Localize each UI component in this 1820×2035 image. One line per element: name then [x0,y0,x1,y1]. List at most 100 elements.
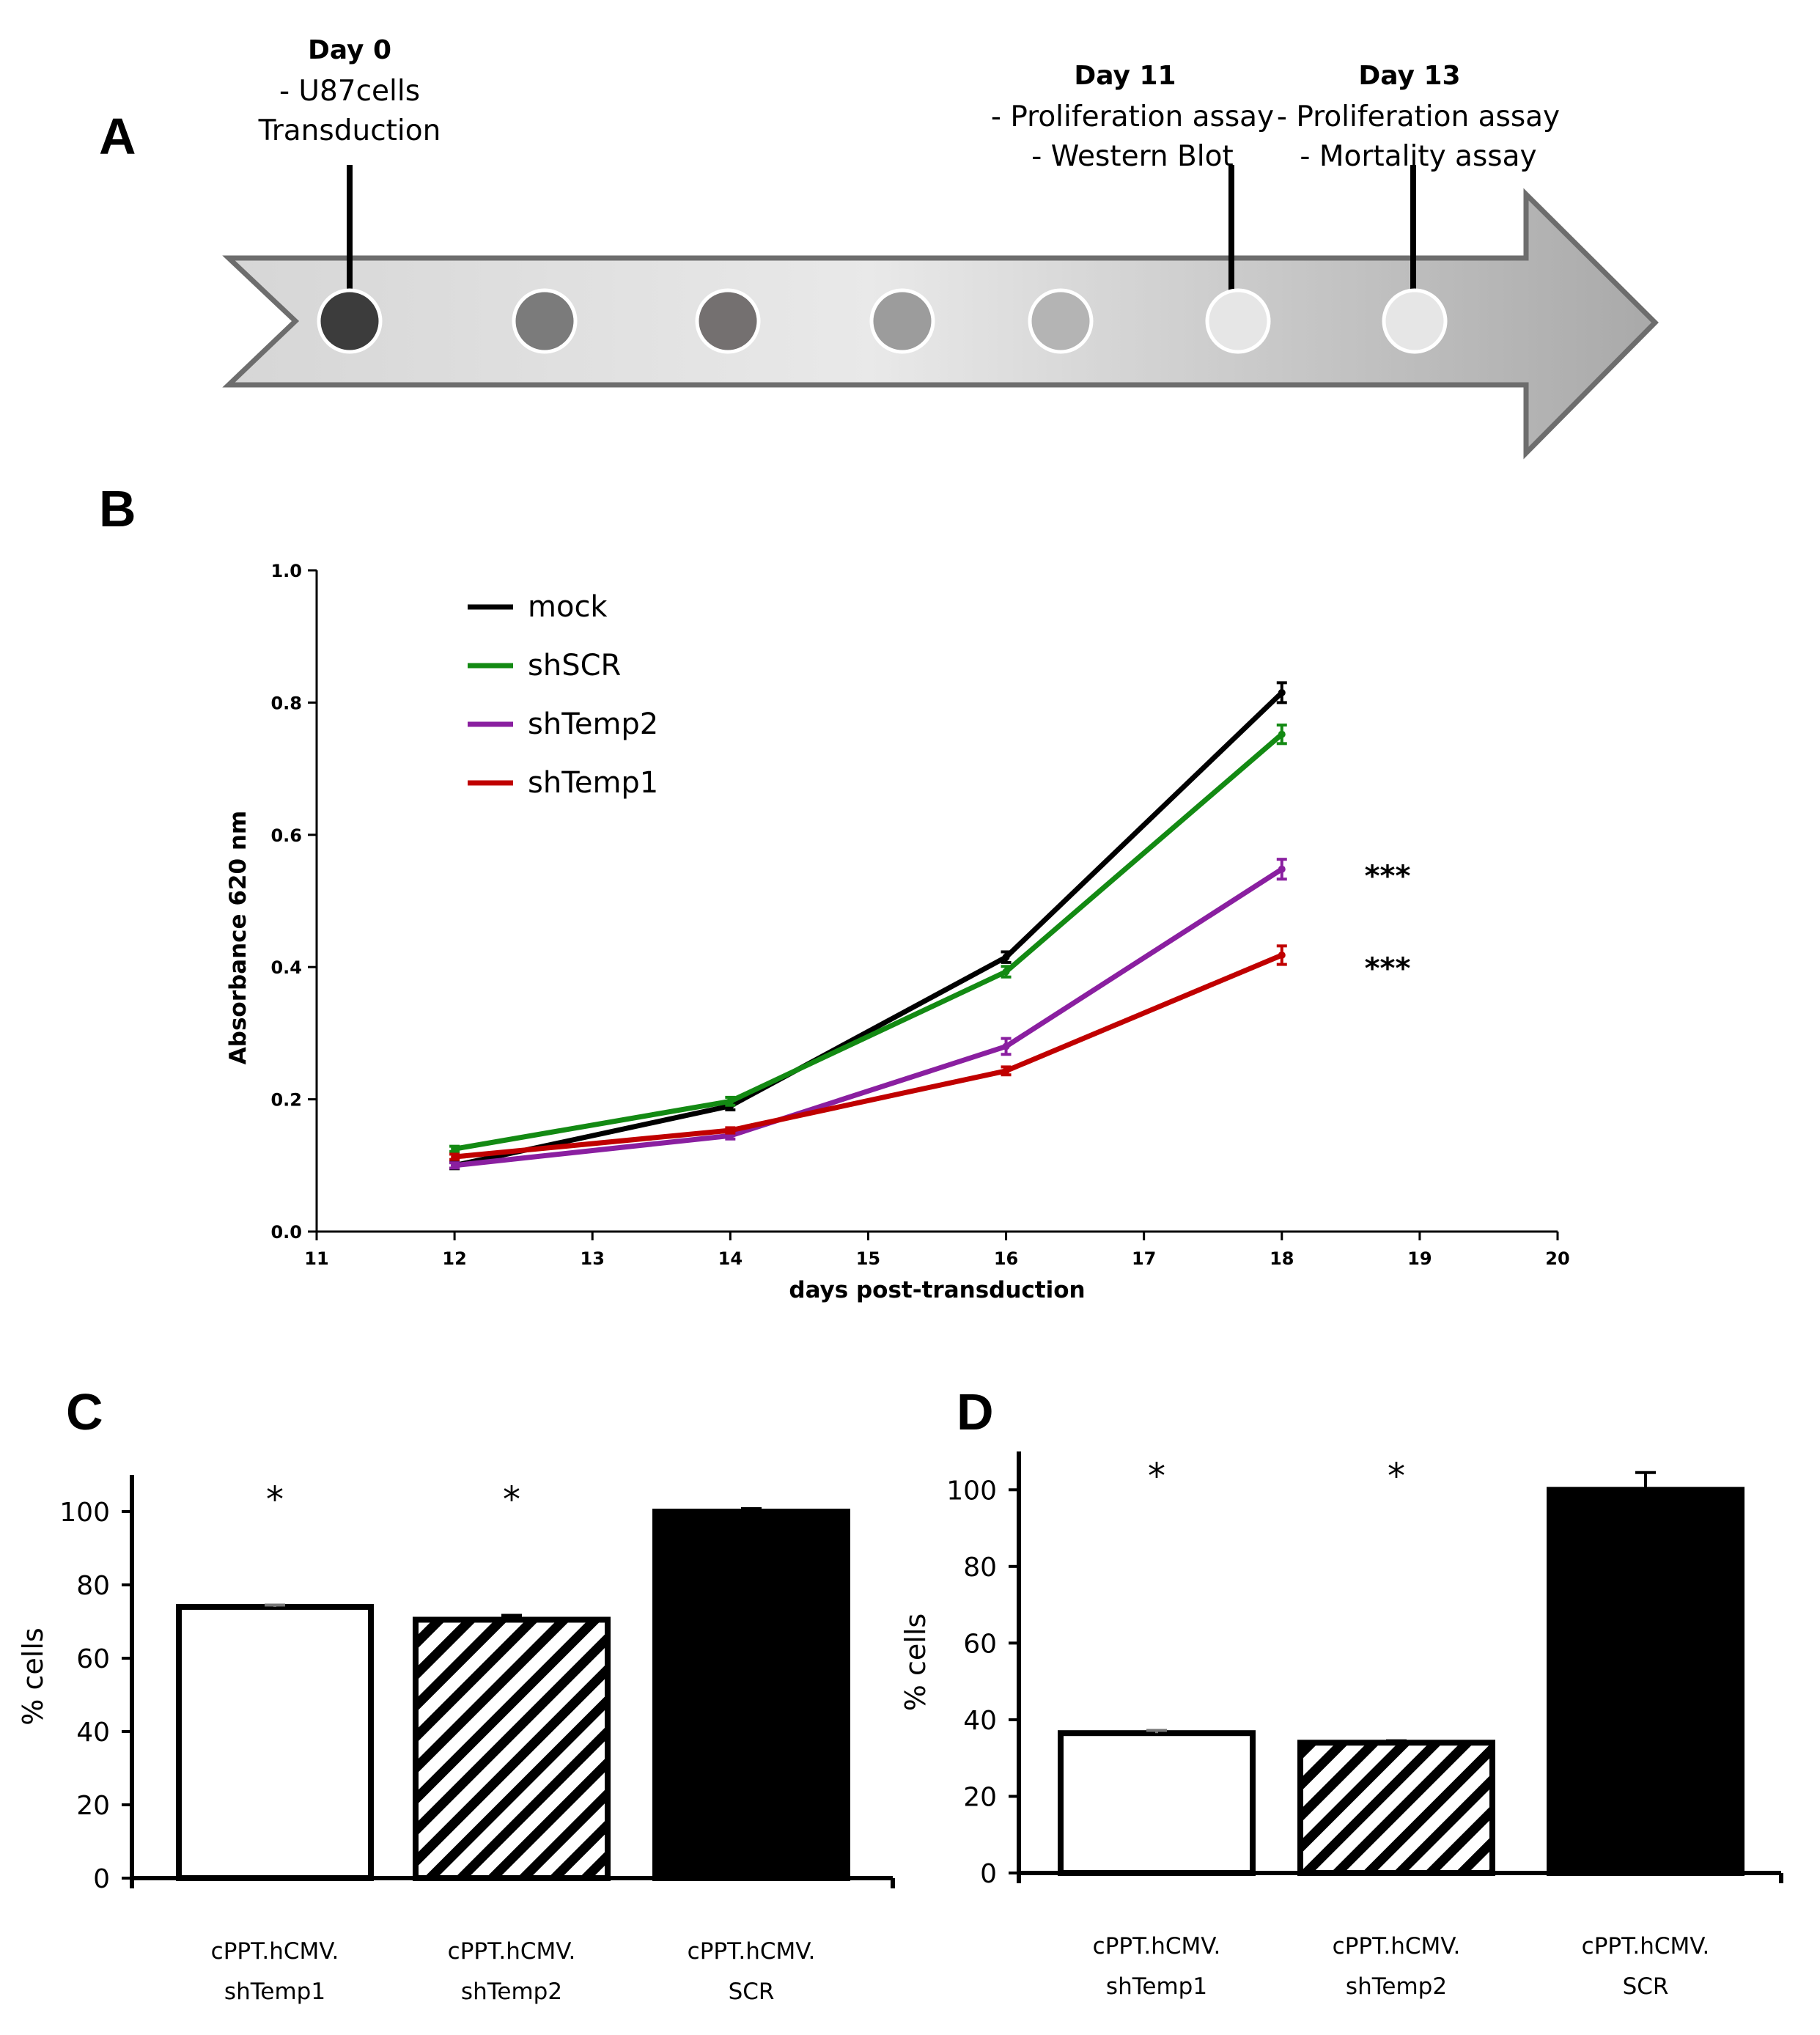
y-tick-label: 0.6 [270,825,302,846]
data-point-shSCR [1278,730,1286,738]
timeline-dot-5 [1028,288,1094,354]
legend-label-shTemp2: shTemp2 [528,707,658,741]
significance-marker-shTemp2: * [503,1479,520,1520]
y-tick-label: 20 [76,1791,110,1821]
panel-label-b: B [99,480,136,537]
bar-shTemp2 [1297,1740,1495,1876]
category-label-line1: cPPT.hCMV. [1093,1933,1221,1959]
data-point-shTemp2 [451,1161,459,1169]
x-tick-label: 11 [304,1248,328,1269]
event-day13-title: Day 13 [1358,61,1460,91]
bar-chart-c: 0 20 40 60 80 100 % cells * cPPT.hCMV. shTemp1 * cP… [17,1475,895,2005]
category-label-line1: cPPT.hCMV. [448,1938,576,1965]
data-point-shSCR [451,1145,459,1153]
event-day11-line2: - Western Blot [1031,140,1234,173]
legend-label-shTemp1: shTemp1 [528,766,658,800]
x-tick-label: 16 [994,1248,1018,1269]
category-label-line2: shTemp2 [461,1979,562,2005]
significance-marker-2: *** [1365,952,1411,986]
category-label-line2: shTemp2 [1346,1973,1447,2000]
x-tick-label: 14 [718,1248,743,1269]
event-day11-line1: - Proliferation assay [991,100,1274,133]
y-tick-label: 100 [946,1476,997,1506]
panel-label-d: D [957,1383,994,1440]
timeline-dot-1 [317,288,383,354]
data-point-mock [1002,953,1010,961]
bar-shTemp1 [1058,1730,1256,1877]
event-day11-title: Day 11 [1074,61,1176,91]
y-tick-label: 60 [963,1629,997,1659]
legend-label-shSCR: shSCR [528,649,621,682]
significance-marker-shTemp1: * [1148,1456,1165,1497]
y-tick-label: 0 [980,1859,997,1889]
data-point-shTemp2 [1002,1042,1010,1050]
event-day11: Day 11 - Proliferation assay - Western B… [991,61,1274,173]
legend-label-mock: mock [528,590,608,624]
y-tick-label: 20 [963,1782,997,1812]
panel-label-a: A [99,108,136,165]
y-tick-label: 0.2 [270,1090,302,1111]
data-point-shTemp1 [1278,951,1286,959]
y-tick-label: 80 [963,1553,997,1583]
data-point-mock [1278,688,1286,696]
y-tick-label: 0.4 [270,957,302,978]
y-tick-label: 0.8 [270,693,302,713]
x-tick-label: 18 [1270,1248,1294,1269]
timeline-dot-2 [512,288,578,354]
series-line-mock [454,691,1284,1169]
series-line-shSCR [454,732,1284,1152]
significance-marker-1: *** [1365,859,1411,893]
y-tick-label: 60 [76,1644,110,1674]
timeline-arrow [222,188,1659,460]
y-tick-label: 1.0 [270,561,302,581]
x-axis-label: days post-transduction [789,1277,1085,1303]
x-tick-label: 15 [856,1248,880,1269]
bar-SCR [1547,1487,1745,1876]
category-label-line2: SCR [729,1979,775,2005]
category-label-line2: shTemp1 [224,1979,325,2005]
event-day13: Day 13 - Proliferation assay - Mortality… [1277,61,1560,173]
event-day0: Day 0 - U87cells Transduction [258,35,441,147]
bar-shTemp1 [176,1604,374,1881]
timeline-dot-6 [1205,288,1271,354]
x-tick-label: 17 [1132,1248,1156,1269]
timeline-dot-4 [869,288,935,354]
timeline-dots [317,288,1448,354]
y-axis-label: % cells [17,1627,49,1725]
category-label-line1: cPPT.hCMV. [1333,1933,1461,1959]
bar-shTemp2 [413,1616,611,1881]
timeline-dot-7 [1382,288,1448,354]
x-tick-label: 20 [1545,1248,1569,1269]
significance-marker-shTemp1: * [266,1479,284,1520]
x-tick-label: 19 [1407,1248,1432,1269]
event-day0-line1: - U87cells [279,75,420,108]
x-tick-label: 13 [581,1248,605,1269]
category-label-line1: cPPT.hCMV. [688,1938,816,1965]
event-day0-line2: Transduction [258,114,441,147]
category-label-line2: SCR [1623,1973,1669,2000]
category-label-line1: cPPT.hCMV. [211,1938,339,1965]
bar-SCR [652,1509,850,1881]
event-day13-line1: - Proliferation assay [1277,100,1560,133]
series-line-shTemp2 [454,866,1283,1169]
significance-marker-shTemp2: * [1388,1456,1405,1497]
event-day13-line2: - Mortality assay [1300,140,1536,173]
y-axis-label: % cells [899,1613,932,1711]
y-axis-label: Absorbance 620 nm [225,811,251,1064]
y-tick-label: 0 [93,1864,110,1894]
y-tick-label: 100 [59,1498,110,1528]
x-tick-label: 12 [442,1248,466,1269]
event-day0-title: Day 0 [308,35,391,65]
series-line-shTemp1 [454,952,1283,1160]
y-tick-label: 0.0 [270,1222,302,1243]
y-tick-label: 40 [76,1718,110,1748]
y-tick-label: 40 [963,1706,997,1736]
line-chart-absorbance: 11 12 13 14 15 16 17 18 19 20 0.0 0.2 0.4 0.6 0.8 1.0 da… [225,561,1570,1303]
data-point-shTemp1 [726,1126,734,1134]
category-label-line2: shTemp1 [1106,1973,1207,2000]
category-label-line1: cPPT.hCMV. [1582,1933,1710,1959]
panel-label-c: C [66,1383,103,1440]
timeline-dot-3 [695,288,761,354]
data-point-shSCR [1002,968,1010,976]
